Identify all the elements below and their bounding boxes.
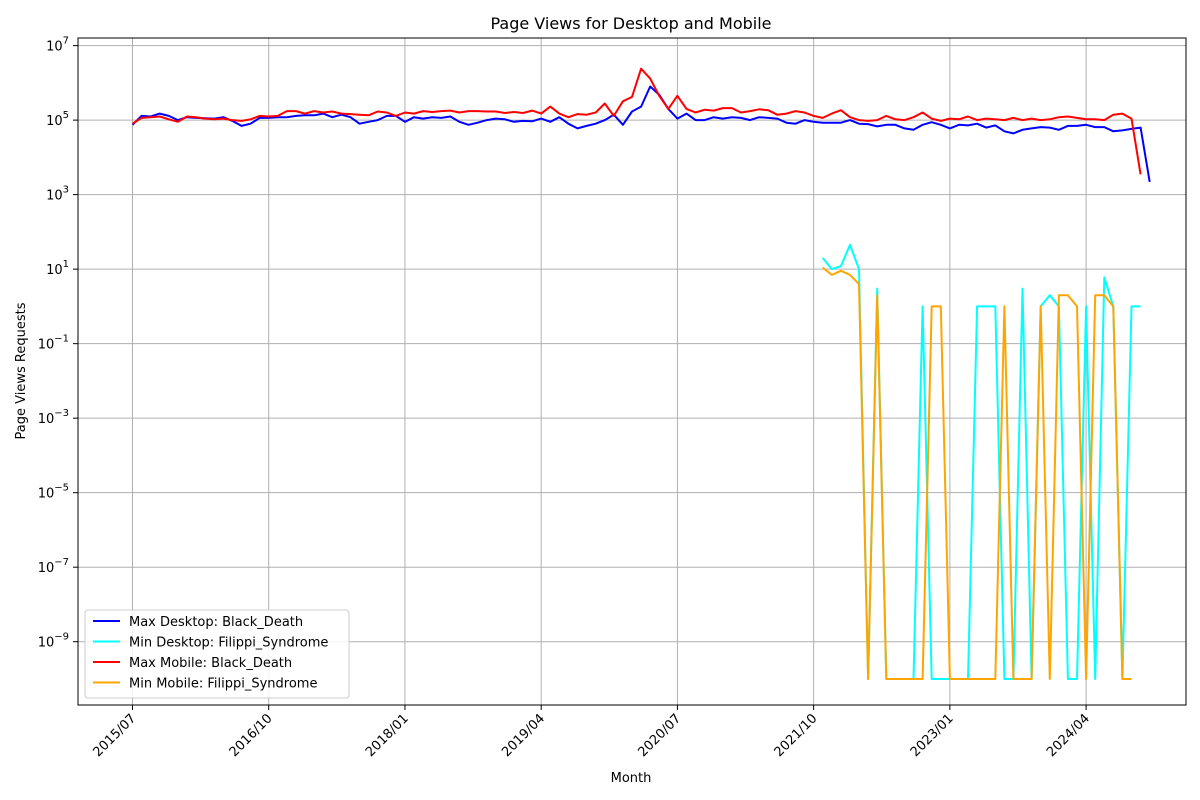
y-axis-label: Page Views Requests — [14, 302, 29, 439]
y-tick-exponent: 7 — [63, 36, 69, 47]
y-tick-exponent: −7 — [54, 557, 69, 568]
y-tick-base: 10 — [38, 338, 55, 353]
y-tick-base: 10 — [38, 487, 55, 502]
series-group — [131, 67, 1151, 680]
y-tick-base: 10 — [46, 263, 63, 278]
legend-entry-0: Max Desktop: Black_Death — [129, 615, 303, 630]
chart-title: Page Views for Desktop and Mobile — [490, 14, 771, 33]
y-tick-base: 10 — [38, 412, 55, 427]
legend-entry-1: Min Desktop: Filippi_Syndrome — [129, 636, 328, 651]
y-tick-base: 10 — [46, 40, 63, 55]
legend-box — [84, 609, 350, 699]
series-line-3 — [822, 266, 1132, 680]
y-tick-base: 10 — [38, 636, 55, 651]
y-tick-exponent: −3 — [54, 408, 69, 419]
series-line-0 — [131, 85, 1151, 183]
y-tick-exponent: −5 — [54, 483, 69, 494]
y-tick-label: 10−3 — [38, 408, 69, 427]
y-tick-exponent: −9 — [54, 632, 69, 643]
y-tick-base: 10 — [46, 189, 63, 204]
y-tick-label: 10−7 — [38, 557, 69, 576]
y-tick-label: 10−9 — [38, 632, 69, 651]
legend: Max Desktop: Black_Death Min Desktop: Fil… — [84, 609, 350, 699]
y-tick-label: 10−1 — [38, 334, 69, 353]
y-tick-exponent: 1 — [63, 259, 69, 270]
y-tick-base: 10 — [46, 114, 63, 129]
y-tick-label: 101 — [46, 259, 69, 278]
y-tick-exponent: 5 — [63, 110, 69, 121]
legend-entry-2: Max Mobile: Black_Death — [129, 656, 292, 671]
y-tick-exponent: −1 — [54, 334, 69, 345]
legend-entry-3: Min Mobile: Filippi_Syndrome — [129, 677, 317, 692]
series-line-2 — [131, 67, 1142, 175]
y-tick-label: 103 — [46, 185, 69, 204]
x-axis-label: Month — [611, 771, 652, 786]
y-tick-base: 10 — [38, 561, 55, 576]
plot-frame — [77, 37, 1187, 706]
y-tick-label: 107 — [46, 36, 69, 55]
y-tick-exponent: 3 — [63, 185, 69, 196]
y-tick-label: 10−5 — [38, 483, 69, 502]
y-tick-label: 105 — [46, 110, 69, 129]
